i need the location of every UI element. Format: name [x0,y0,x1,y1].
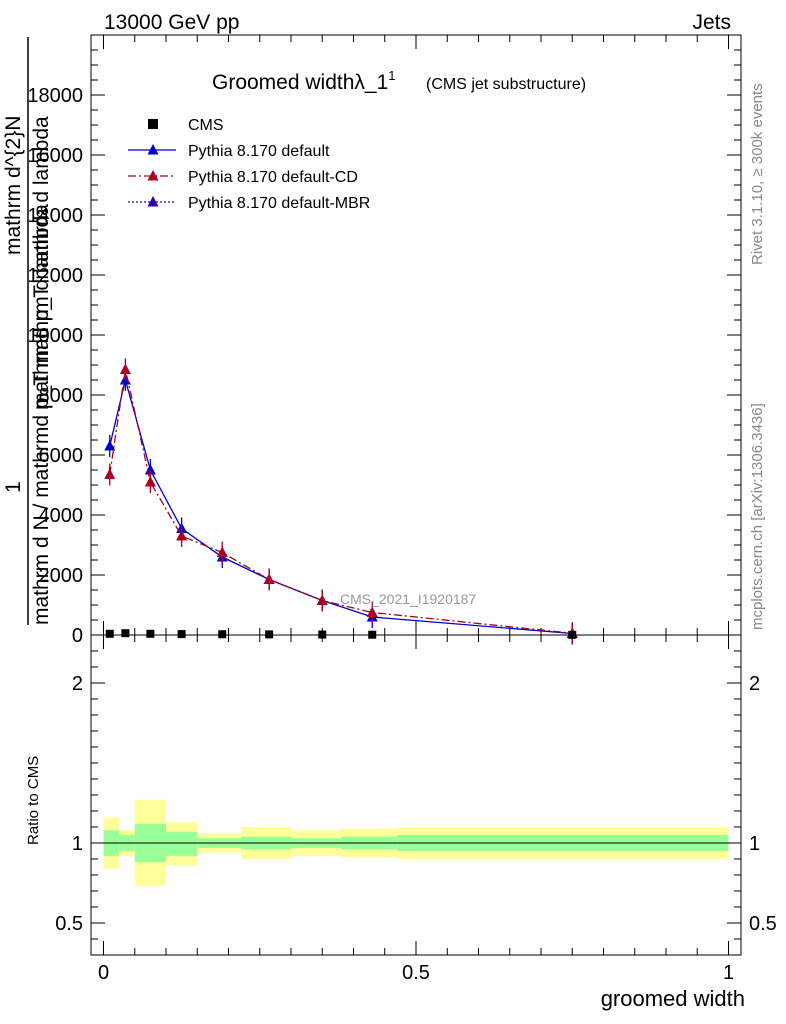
cms-point [568,630,577,639]
x-tick-label: 1 [723,962,734,984]
series-point [104,468,116,479]
analysis-label: CMS_2021_I1920187 [340,591,476,607]
x-tick-label: 0.5 [402,962,430,984]
series-point [119,363,131,374]
cms-point [105,629,114,638]
ratio-tick-label: 2 [72,673,83,695]
ratio-tick-label-right: 0.5 [749,913,777,935]
mcplots-label: mcplots.cern.ch [arXiv:1306.3436] [749,403,766,630]
y-tick-label: 18000 [27,85,83,107]
chart-subtitle: (CMS jet substructure) [426,76,586,93]
series-point [144,476,156,487]
ratio-tick-label: 1 [72,833,83,855]
y-tick-label: 16000 [27,145,83,167]
cms-point [177,630,186,639]
y-tick-label: 6000 [39,445,84,467]
cms-point [318,630,327,639]
energy-label: 13000 GeV pp [104,11,239,34]
y-tick-label: 2000 [39,565,84,587]
ylabel-extra2: mathrmd p_T mathrm d lambda [30,116,53,410]
y-tick-label: 0 [72,625,83,647]
series-point [366,606,378,617]
legend-marker [148,119,158,129]
legend-marker [147,196,159,207]
legend-marker [147,170,159,181]
series-point [104,440,116,451]
xlabel: groomed width [601,986,745,1011]
axes: 0 2000 4000 6000 8000 10000 12000 14000 16000 180… [27,35,777,984]
cms-point [218,630,227,639]
legend-marker [147,144,159,155]
ylabel-extra: mathrm d^{2}N [2,116,25,255]
ratio-ylabel: Ratio to CMS [25,756,42,845]
y-tick-label: 8000 [39,385,84,407]
ratio-tick-label: 0.5 [55,913,83,935]
series-point [176,530,188,541]
ratio-bands [103,799,729,887]
cms-point [121,629,130,638]
series [104,358,578,645]
legend-label: Pythia 8.170 default-MBR [188,195,370,212]
series-point [263,573,275,584]
process-label: Jets [692,11,731,34]
rivet-label: Rivet 3.1.10, ≥ 300k events [749,83,766,265]
series-point [316,594,328,605]
y-tick-label: 12000 [27,265,83,287]
chart-title: Groomed widthλ_11 [212,68,396,94]
cms-point [265,630,274,639]
cms-point [368,630,377,639]
y-tick-label: 10000 [27,325,83,347]
y-tick-label: 4000 [39,505,84,527]
legend-label: CMS [188,117,224,134]
legend: CMS Pythia 8.170 default Pythia 8.170 defa… [128,117,370,212]
ratio-inner-band [166,831,198,856]
cms-point [146,629,155,638]
ratio-tick-label-right: 2 [749,673,760,695]
y-tick-label: 14000 [27,205,83,227]
legend-label: Pythia 8.170 default-CD [188,169,358,186]
x-tick-label: 0 [98,962,109,984]
ylabel-numerator: 1 [2,481,25,493]
ratio-frame [90,634,742,956]
legend-label: Pythia 8.170 default [188,143,330,160]
ratio-tick-label-right: 1 [749,833,760,855]
series-point [216,546,228,557]
ylabel-denominator: mathrm d N / mathrmd p_T mathrm d lambda [30,204,53,625]
